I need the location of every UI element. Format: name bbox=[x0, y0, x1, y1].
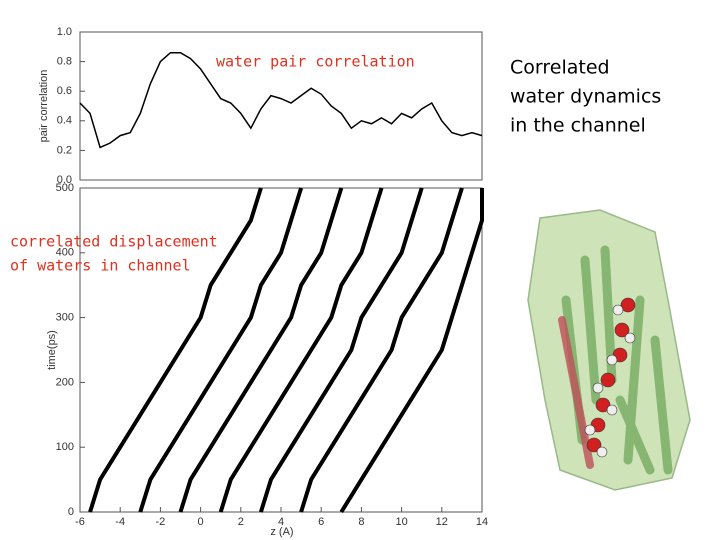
correlation-line bbox=[79, 51, 483, 149]
y-tick-label: 0.6 bbox=[57, 85, 72, 97]
y-tick-label: 300 bbox=[56, 312, 74, 324]
y-tick-label: 500 bbox=[56, 182, 74, 194]
x-tick-label: 14 bbox=[476, 516, 488, 528]
y-tick-label: 0.0 bbox=[57, 174, 72, 186]
water-trajectory bbox=[339, 188, 484, 514]
x-tick-label: -4 bbox=[115, 516, 125, 528]
x-tick-label: 12 bbox=[436, 516, 448, 528]
y-tick-label: 100 bbox=[56, 441, 74, 453]
x-tick-label: 4 bbox=[278, 516, 284, 528]
water-trajectory bbox=[218, 187, 384, 513]
y-axis-label: pair correlation bbox=[38, 70, 50, 143]
x-tick-label: 2 bbox=[238, 516, 244, 528]
x-axis-label: z (A) bbox=[270, 526, 293, 538]
protein-image bbox=[527, 209, 691, 491]
y-tick-label: 0 bbox=[68, 506, 74, 518]
water-trajectory bbox=[299, 187, 464, 513]
x-tick-label: 8 bbox=[358, 516, 364, 528]
annotation: correlated displacement bbox=[10, 233, 218, 251]
water-trajectory bbox=[88, 187, 263, 513]
x-tick-label: 10 bbox=[395, 516, 407, 528]
annotation: water pair correlation bbox=[216, 53, 415, 71]
slide-title: water dynamics bbox=[510, 86, 661, 108]
y-tick-label: 0.8 bbox=[57, 56, 72, 68]
annotation: of waters in channel bbox=[10, 257, 191, 275]
y-axis-label: time(ps) bbox=[46, 330, 58, 370]
water-trajectory bbox=[138, 187, 304, 513]
y-tick-label: 0.2 bbox=[57, 144, 72, 156]
water-trajectory bbox=[178, 187, 344, 513]
y-tick-label: 200 bbox=[56, 376, 74, 388]
water-trajectory bbox=[258, 187, 424, 513]
x-tick-label: -6 bbox=[75, 516, 85, 528]
x-tick-label: -2 bbox=[156, 516, 166, 528]
x-tick-label: 0 bbox=[198, 516, 204, 528]
y-tick-label: 0.4 bbox=[57, 115, 72, 127]
plot-frame bbox=[79, 31, 483, 181]
x-tick-label: 6 bbox=[318, 516, 324, 528]
slide-title: Correlated bbox=[510, 57, 610, 79]
slide-title: in the channel bbox=[510, 115, 646, 137]
y-tick-label: 1.0 bbox=[57, 26, 72, 38]
y-tick-label: 400 bbox=[56, 247, 74, 259]
